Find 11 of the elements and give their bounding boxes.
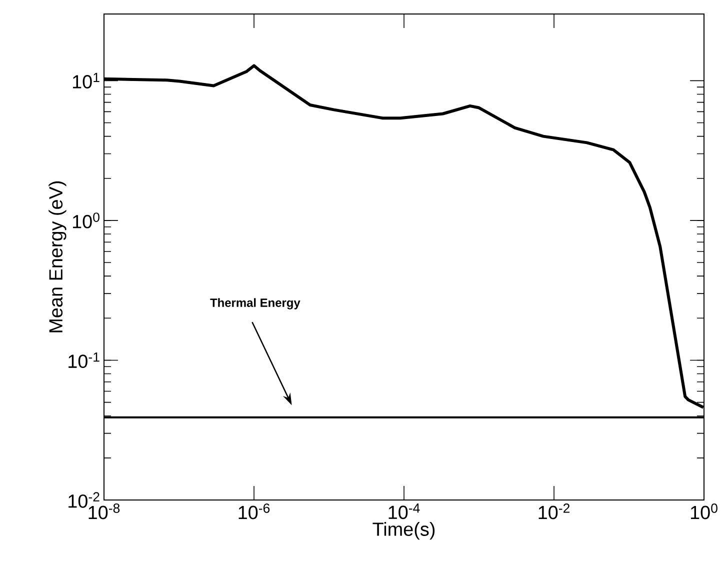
x-tick-label: 10$^{-4}$ xyxy=(388,504,420,520)
y-axis-title: Mean Energy (eV) xyxy=(48,181,66,332)
x-tick-label: 10$^{-8}$ xyxy=(88,504,120,520)
x-tick-label: 10$^{-2}$ xyxy=(538,504,570,520)
x-tick-label: 10$^{0}$ xyxy=(690,504,718,520)
annotation: Thermal Energy xyxy=(210,298,300,310)
y-tick-label: 10$^{1}$ xyxy=(72,72,100,88)
x-axis-title: Time(s) xyxy=(372,522,435,540)
y-tick-label: 10$^{-1}$ xyxy=(68,352,100,368)
x-tick-label: 10$^{-6}$ xyxy=(238,504,270,520)
y-tick-label: 10$^{0}$ xyxy=(72,212,100,228)
